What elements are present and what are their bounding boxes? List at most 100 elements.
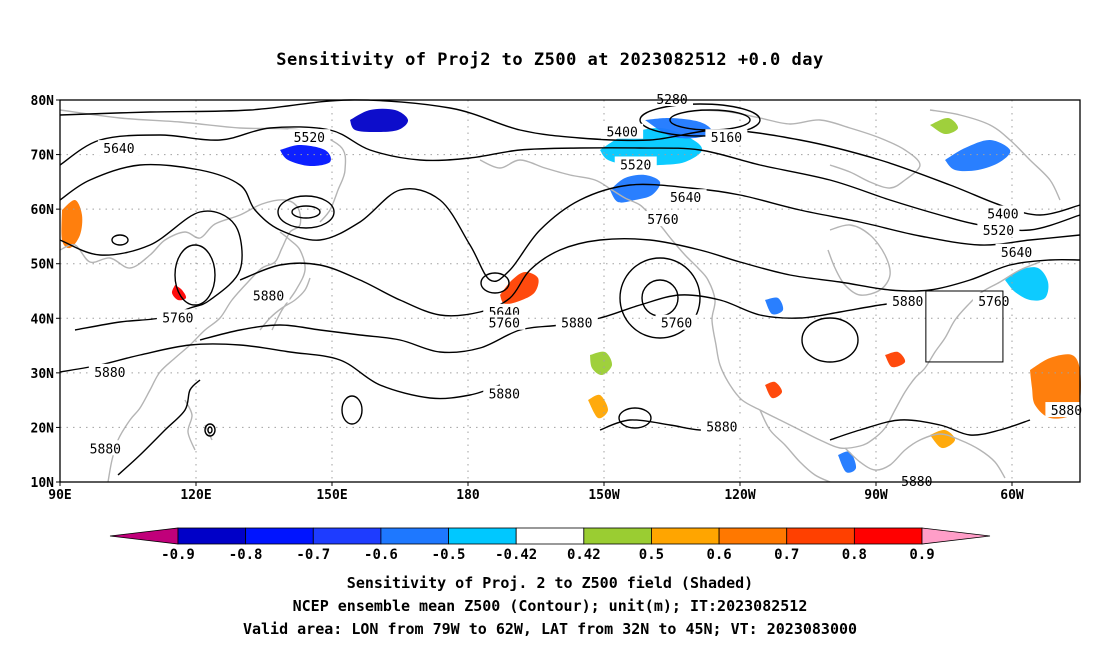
contour-label-text: 5520 [983,224,1014,239]
lon-tick-label: 150W [588,488,619,503]
colorbar-label: 0.8 [842,547,867,563]
coastline [259,277,311,331]
sensitivity-patch [838,451,857,473]
contour-label-bg [981,205,1024,221]
contour-label-bg [995,243,1038,259]
colorbar-cell [515,527,585,545]
closed-contour [277,195,335,229]
z500-contour-line [59,163,1081,283]
z500-contour-line [59,99,1081,216]
sensitivity-patch [610,174,661,203]
contour-label: 5160 [705,129,748,146]
contour-label-text: 5760 [647,213,678,228]
contour-label: 5640 [664,189,707,206]
lon-tick-label: 90W [864,488,888,503]
sensitivity-patch [350,108,409,132]
lat-tick-label: 20N [31,421,55,436]
contour-label-bg [700,418,743,434]
coastline [479,159,1041,449]
coastline [844,433,1006,479]
colorbar-label: 0.42 [567,547,601,563]
lon-tick-label: 120E [180,488,211,503]
contour-label-text: 5760 [978,295,1009,310]
closed-contour [207,426,213,434]
contour-label-bg [88,363,131,379]
contour-label: 5760 [483,314,526,332]
contour-label: 5880 [555,314,598,332]
lat-tick-label: 60N [31,203,55,218]
contour-label-bg [972,292,1015,308]
colorbar: -0.9 -0.8 -0.7 -0.6 -0.5 -0.42 0.42 0.5 0.6 0.7 0.… [109,527,991,563]
lat-lon-grid [60,100,1080,482]
contour-label: 5880 [88,363,131,381]
chart-title: Sensitivity of Proj2 to Z500 at 20230825… [276,50,824,70]
sensitivity-patch [765,381,783,399]
valid-area-box [925,290,1004,363]
map-frame [59,99,1081,483]
contour-label-text: 5880 [561,317,592,332]
sensitivity-patch [645,117,713,139]
colorbar-cell [853,527,923,545]
contour-label-text: 5640 [103,142,134,157]
lon-tick-label: 120W [724,488,755,503]
contour-label: 5640 [97,140,140,157]
sensitivity-patch [945,139,1011,172]
sensitivity-patch [61,199,83,249]
sensitivity-patch [500,271,539,305]
sensitivity-patch [1005,267,1049,301]
sensitivity-patch [280,145,331,167]
sensitivity-patch [765,297,784,315]
contour-label: 5880 [483,385,526,403]
closed-contour [291,205,321,219]
lat-tick-label: 40N [31,312,55,327]
lat-tick-label: 80N [31,94,55,109]
closed-contour [480,272,510,294]
contour-label-text: 5400 [987,208,1018,223]
contour-label: 5880 [886,292,929,310]
contour-label-text: 5880 [892,295,923,310]
sensitivity-patch [590,351,613,376]
colorbar-label: 0.9 [909,547,934,563]
contour-label-text: 5640 [670,191,701,206]
contour-label-bg [156,309,199,325]
lon-tick-label: 180 [456,488,480,503]
sensitivity-patch [930,117,959,135]
contour-label-text: 5880 [94,366,125,381]
footer-valid-area-note: Valid area: LON from 79W to 62W, LAT fro… [242,620,858,638]
contour-label-bg [483,314,526,330]
lon-tick-label: 60W [1000,488,1024,503]
closed-contour [341,395,363,425]
footer-shading-note: Sensitivity of Proj. 2 to Z500 field (Sh… [346,574,754,592]
contour-label-bg [247,287,290,303]
colorbar-label: -0.9 [161,547,195,563]
contour-label-bg [97,140,140,156]
colorbar-label: 0.5 [639,547,664,563]
lon-tick-label: 150E [316,488,347,503]
lat-tick-label: 10N [31,476,55,491]
contour-label: 5520 [614,156,657,173]
closed-contour [174,244,216,306]
z500-contour-line [59,343,501,400]
lat-tick-label: 70N [31,149,55,164]
z500-contour-line [59,210,243,331]
contour-label-text: 5880 [90,442,121,457]
colorbar-label: -0.8 [229,547,263,563]
colorbar-cell [448,527,517,545]
contour-label: 5520 [977,221,1020,239]
closed-contour [619,257,701,339]
colorbar-cell [583,527,652,545]
z500-contours [59,99,1081,476]
colorbar-cell [786,527,855,545]
contour-label-text: 5520 [620,158,651,173]
colorbar-cell [718,527,788,545]
contour-label-text: 5640 [1001,246,1032,261]
colorbar-label: -0.42 [495,547,537,563]
contour-label-bg [705,129,748,145]
colorbar-cell [312,527,382,545]
contour-label: 5880 [1045,402,1088,419]
contour-label: 5520 [288,129,331,146]
contour-label: 5760 [641,211,684,228]
colorbar-label: -0.5 [432,547,466,563]
